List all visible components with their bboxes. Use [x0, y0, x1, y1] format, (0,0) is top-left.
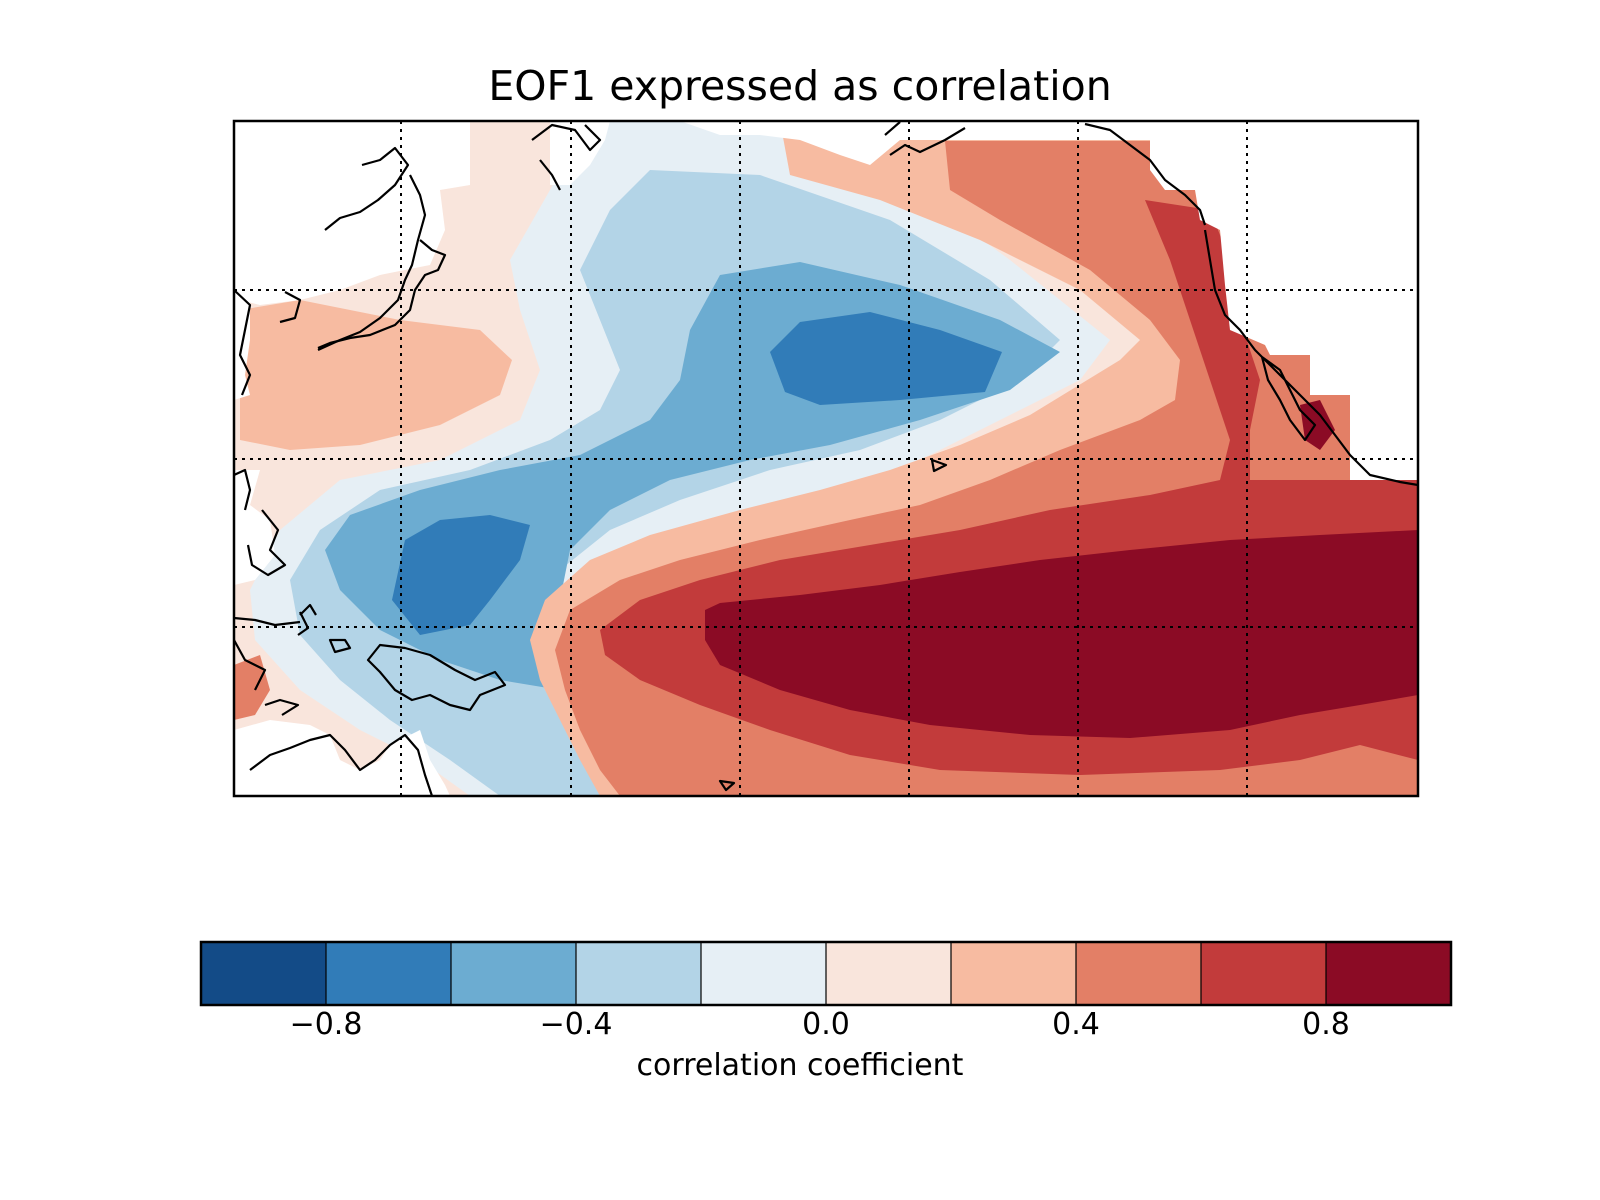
colorbar-swatch: [1076, 942, 1202, 1005]
colorbar-label: correlation coefficient: [636, 1048, 964, 1083]
graticule: [234, 121, 1418, 796]
coast-japan: [279, 239, 447, 350]
chart-title: EOF1 expressed as correlation: [488, 62, 1112, 110]
colorbar-tick-label: 0.0: [802, 1007, 850, 1042]
coast-kamchatka: [531, 123, 602, 191]
colorbar-swatch: [326, 942, 452, 1005]
coast-islands: [299, 458, 948, 792]
coast-australia: [249, 733, 434, 796]
contour-pos-0-6-sw: [234, 655, 270, 720]
colorbar-frame: [199, 940, 1453, 1007]
colorbar-swatch: [576, 942, 702, 1005]
colorbar-swatch: [951, 942, 1077, 1005]
colorbar-tick-label: −0.4: [539, 1007, 613, 1042]
coast-indonesia: [234, 616, 301, 716]
coast-china: [234, 289, 252, 511]
contour-pos-japan: [240, 300, 512, 450]
land-mask: [234, 121, 1418, 796]
colorbar-swatch: [1201, 942, 1327, 1005]
contour-pos-1-0: [705, 530, 1418, 738]
colorbar-tick-label: 0.4: [1052, 1007, 1100, 1042]
coastlines: [234, 121, 1418, 796]
colorbar: [199, 940, 1453, 1007]
coast-northamerica: [1203, 229, 1418, 487]
coast-asia: [317, 146, 427, 352]
colorbar-swatch: [826, 942, 952, 1005]
colorbar-tick-label: −0.8: [289, 1007, 363, 1042]
contour-neg-0-8-north: [770, 312, 1002, 405]
colorbar-swatch: [701, 942, 827, 1005]
contour-neg-0-8-west: [392, 515, 530, 635]
contour-pos-1-0-coast: [1300, 400, 1335, 450]
colorbar-tick-label: 0.8: [1302, 1007, 1350, 1042]
colorbar-swatch: [1326, 942, 1452, 1005]
map-frame: [232, 119, 1420, 798]
coast-alaska: [884, 121, 1207, 226]
colorbar-swatch: [451, 942, 577, 1005]
coast-newguinea: [366, 643, 507, 712]
colorbar-swatch: [201, 942, 327, 1005]
coast-philippines: [246, 509, 310, 636]
